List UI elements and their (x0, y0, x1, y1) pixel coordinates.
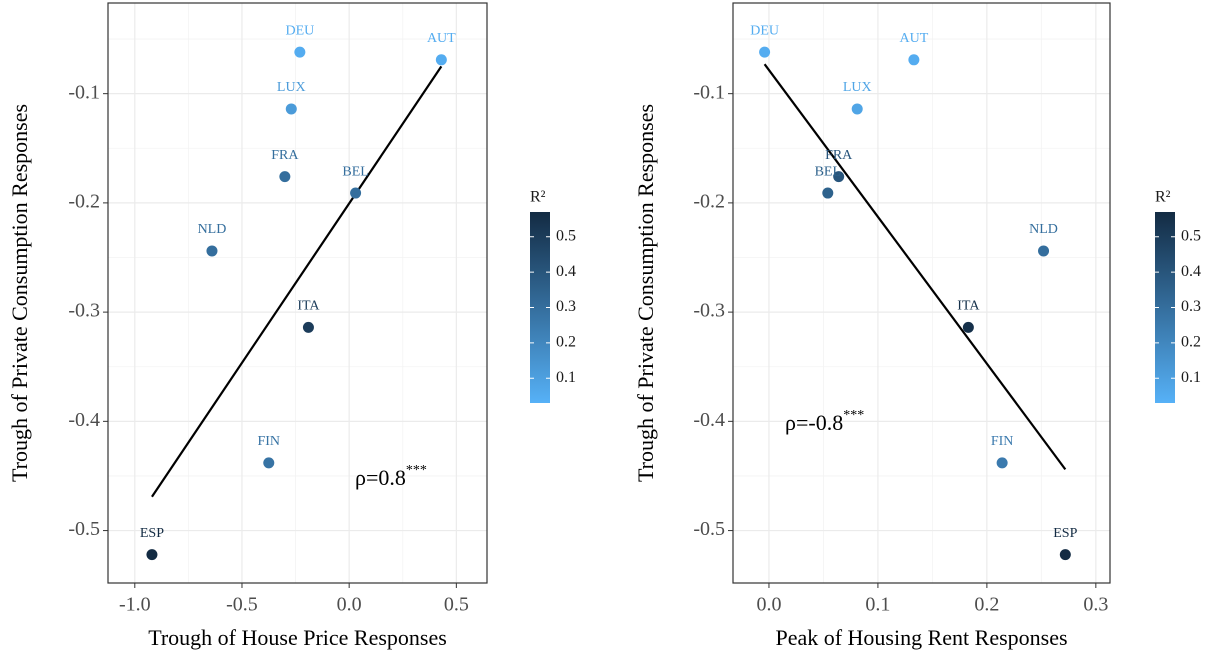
point-label: FRA (825, 148, 853, 163)
point-label: NLD (1029, 222, 1058, 237)
point-label: AUT (427, 31, 456, 46)
x-axis-title: Trough of House Price Responses (148, 625, 447, 650)
y-tick-label: -0.1 (68, 81, 100, 103)
point (908, 54, 920, 66)
point-label: LUX (277, 80, 306, 95)
x-tick-label: 0.0 (337, 594, 362, 616)
point (962, 321, 974, 333)
point-label: ITA (297, 299, 320, 314)
x-axis-title: Peak of Housing Rent Responses (775, 625, 1067, 650)
y-tick-label: -0.5 (68, 518, 100, 540)
point-label: DEU (285, 23, 314, 38)
x-tick-label: -1.0 (119, 594, 151, 616)
x-tick-label: 0.2 (974, 594, 999, 616)
point-label: FIN (991, 434, 1014, 449)
point (996, 457, 1008, 469)
x-tick-label: 0.1 (865, 594, 890, 616)
panel (733, 3, 1110, 583)
y-tick-label: -0.5 (693, 518, 725, 540)
point (302, 321, 314, 333)
point (759, 46, 771, 58)
colorbar-tick-label: 0.3 (556, 298, 576, 315)
colorbar-title: R² (530, 189, 546, 206)
point-label: AUT (899, 31, 928, 46)
point (350, 187, 362, 199)
colorbar (1155, 212, 1175, 403)
panel-border (732, 2, 1111, 584)
colorbar-tick-label: 0.1 (556, 369, 576, 386)
point (822, 187, 834, 199)
y-axis-title: Trough of Private Consumption Responses (7, 104, 32, 482)
point (1038, 245, 1050, 257)
colorbar-tick-label: 0.4 (556, 263, 576, 280)
y-tick-label: -0.3 (68, 300, 100, 322)
panel-border (107, 2, 488, 584)
panel (108, 3, 487, 583)
y-tick-label: -0.4 (693, 409, 725, 431)
point (263, 457, 275, 469)
colorbar-tick-label: 0.4 (1181, 263, 1201, 280)
annotation-text: ρ=-0.8 (785, 410, 843, 435)
colorbar-tick-label: 0.5 (556, 227, 576, 244)
point (1059, 549, 1071, 561)
fit-line (151, 65, 443, 498)
colorbar-tick-label: 0.5 (1181, 227, 1201, 244)
colorbar-tick-label: 0.3 (1181, 298, 1201, 315)
point (146, 549, 158, 561)
colorbar-tick-label: 0.1 (1181, 369, 1201, 386)
y-tick-label: -0.4 (68, 409, 100, 431)
x-tick-label: 0.5 (444, 594, 469, 616)
y-tick-label: -0.2 (68, 190, 100, 212)
point-label: NLD (198, 222, 227, 237)
y-tick-label: -0.3 (693, 300, 725, 322)
annotation-sup: *** (843, 408, 864, 423)
point-label: FRA (271, 148, 299, 163)
point-label: BEL (342, 164, 368, 179)
point-label: ESP (1053, 526, 1077, 541)
point-label: BEL (815, 164, 841, 179)
annotation: ρ=-0.8*** (785, 408, 864, 435)
x-tick-label: 0.3 (1083, 594, 1108, 616)
y-tick-label: -0.1 (693, 81, 725, 103)
point (285, 103, 297, 115)
y-tick-label: -0.2 (693, 190, 725, 212)
point (279, 171, 291, 183)
x-tick-label: -0.5 (226, 594, 258, 616)
point (833, 171, 845, 183)
point (851, 103, 863, 115)
y-axis-title: Trough of Private Consumption Responses (633, 104, 658, 482)
point-label: DEU (750, 23, 779, 38)
point (435, 54, 447, 66)
point-label: FIN (257, 434, 280, 449)
annotation: ρ=0.8*** (355, 463, 427, 490)
annotation-text: ρ=0.8 (355, 465, 406, 490)
point-label: ITA (957, 299, 980, 314)
point (294, 46, 306, 58)
x-tick-label: 0.0 (756, 594, 781, 616)
fit-line (763, 63, 1067, 471)
point (206, 245, 218, 257)
colorbar-title: R² (1155, 189, 1171, 206)
colorbar (530, 212, 550, 403)
colorbar-tick-label: 0.2 (556, 334, 576, 351)
colorbar-tick-label: 0.2 (1181, 334, 1201, 351)
point-label: ESP (140, 526, 164, 541)
annotation-sup: *** (406, 463, 427, 478)
point-label: LUX (843, 80, 872, 95)
